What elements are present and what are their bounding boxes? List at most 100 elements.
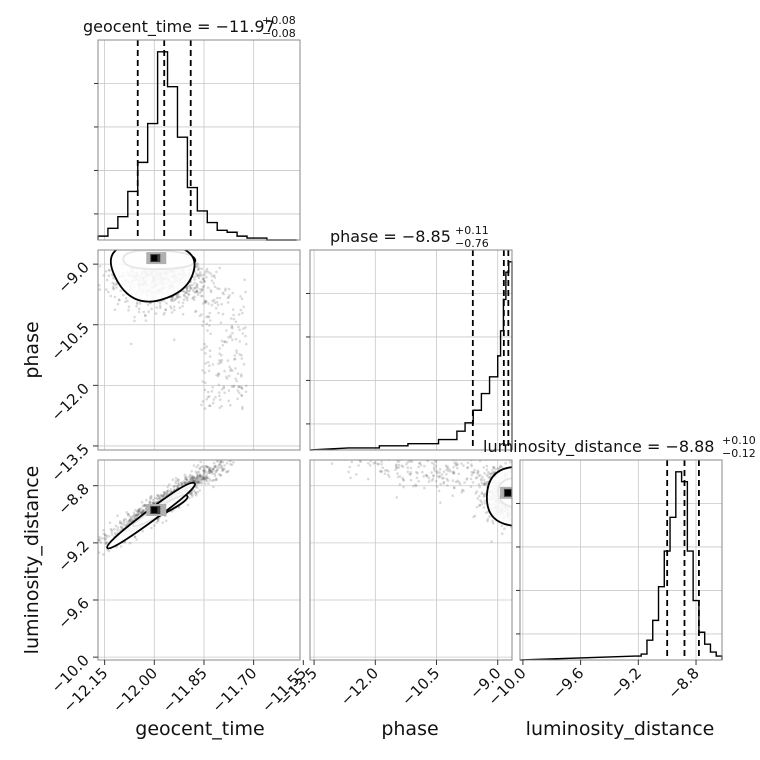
sample-point	[193, 479, 196, 483]
sample-point	[524, 487, 527, 490]
sample-point	[170, 307, 173, 310]
sample-point	[122, 519, 126, 523]
sample-point	[215, 300, 219, 304]
sample-point	[216, 287, 219, 290]
panel-frame	[309, 459, 513, 661]
sample-point	[219, 460, 222, 463]
sample-point	[427, 476, 431, 480]
sample-point	[138, 510, 142, 513]
sample-point	[529, 491, 532, 494]
sample-point	[207, 467, 211, 471]
sample-point	[196, 286, 199, 289]
sample-point	[107, 549, 111, 553]
sample-point	[355, 473, 358, 476]
sample-point	[377, 442, 380, 445]
sample-point	[211, 468, 214, 471]
sample-point	[156, 494, 159, 497]
sample-point	[92, 544, 95, 547]
sample-point	[193, 479, 196, 483]
panel-frame	[97, 39, 301, 241]
sample-point	[102, 553, 105, 556]
sample-point	[488, 472, 491, 476]
sample-point	[198, 314, 202, 318]
y-tick-label-phase: −9.0	[54, 258, 92, 296]
sample-point	[104, 288, 108, 291]
sample-point	[478, 485, 482, 489]
sample-point	[331, 451, 334, 454]
sample-point	[398, 475, 402, 478]
sample-point	[211, 299, 214, 303]
sample-point	[144, 504, 147, 508]
sample-point	[400, 464, 404, 468]
sample-point	[244, 334, 247, 338]
sample-point	[198, 267, 201, 270]
y-tick-label-luminosity_distance: −9.6	[54, 594, 92, 632]
sample-point	[227, 469, 230, 473]
sample-point	[196, 293, 200, 297]
sample-point	[483, 471, 486, 475]
sample-point	[126, 522, 129, 526]
sample-point	[439, 482, 442, 486]
sample-point	[513, 510, 516, 513]
sample-point	[195, 465, 198, 469]
sample-point	[436, 474, 440, 478]
y-tick-label-luminosity_distance: −9.2	[54, 537, 92, 575]
sample-point	[406, 466, 410, 470]
sample-point	[354, 454, 357, 457]
sample-point	[517, 499, 520, 502]
sample-point	[151, 498, 155, 502]
sample-point	[213, 285, 217, 289]
sample-point	[493, 470, 496, 474]
sample-point	[514, 489, 517, 492]
sample-point	[376, 451, 379, 454]
sample-point	[239, 295, 242, 298]
axis-labels-layer: geocent_time phase luminosity_distance p…	[21, 321, 714, 740]
sample-point	[452, 465, 455, 469]
sample-point	[516, 474, 519, 477]
sample-point	[390, 455, 393, 458]
sample-point	[482, 466, 486, 469]
sample-point	[105, 278, 109, 282]
sample-point	[448, 467, 451, 471]
sample-point	[218, 296, 222, 300]
sample-point	[192, 489, 196, 492]
sample-point	[112, 285, 115, 288]
sample-point	[225, 329, 228, 332]
sample-point	[191, 474, 194, 478]
sample-point	[446, 479, 450, 482]
sample-point	[207, 369, 211, 373]
sample-point	[219, 474, 222, 477]
sample-point	[343, 454, 346, 457]
sample-point	[158, 304, 162, 308]
sample-point	[110, 528, 114, 532]
sample-point	[164, 308, 168, 312]
sample-point	[170, 299, 173, 302]
sample-point	[477, 483, 481, 486]
sample-point	[107, 274, 111, 278]
sample-point	[162, 490, 166, 494]
sample-point	[200, 480, 203, 484]
sample-point	[396, 475, 400, 479]
sample-point	[218, 406, 221, 410]
sample-point	[222, 468, 225, 471]
ylabel-luminosity-distance: luminosity_distance	[21, 466, 43, 655]
sample-point	[201, 288, 204, 291]
sample-point	[174, 297, 177, 301]
sample-point	[191, 495, 194, 498]
sample-point	[102, 532, 105, 536]
sample-point	[472, 515, 475, 519]
sample-point	[195, 285, 198, 288]
sample-point	[142, 509, 146, 512]
sample-point	[470, 456, 473, 459]
sample-point	[150, 307, 153, 311]
sample-point	[154, 312, 158, 315]
sample-point	[236, 397, 239, 401]
title-geocent-time-sup: +0.08	[262, 14, 296, 27]
sample-point	[110, 530, 113, 534]
sample-point	[337, 451, 340, 454]
sample-point	[446, 466, 449, 470]
sample-point	[210, 279, 214, 283]
sample-point	[449, 470, 453, 473]
sample-point	[184, 291, 187, 295]
sample-point	[140, 511, 143, 514]
